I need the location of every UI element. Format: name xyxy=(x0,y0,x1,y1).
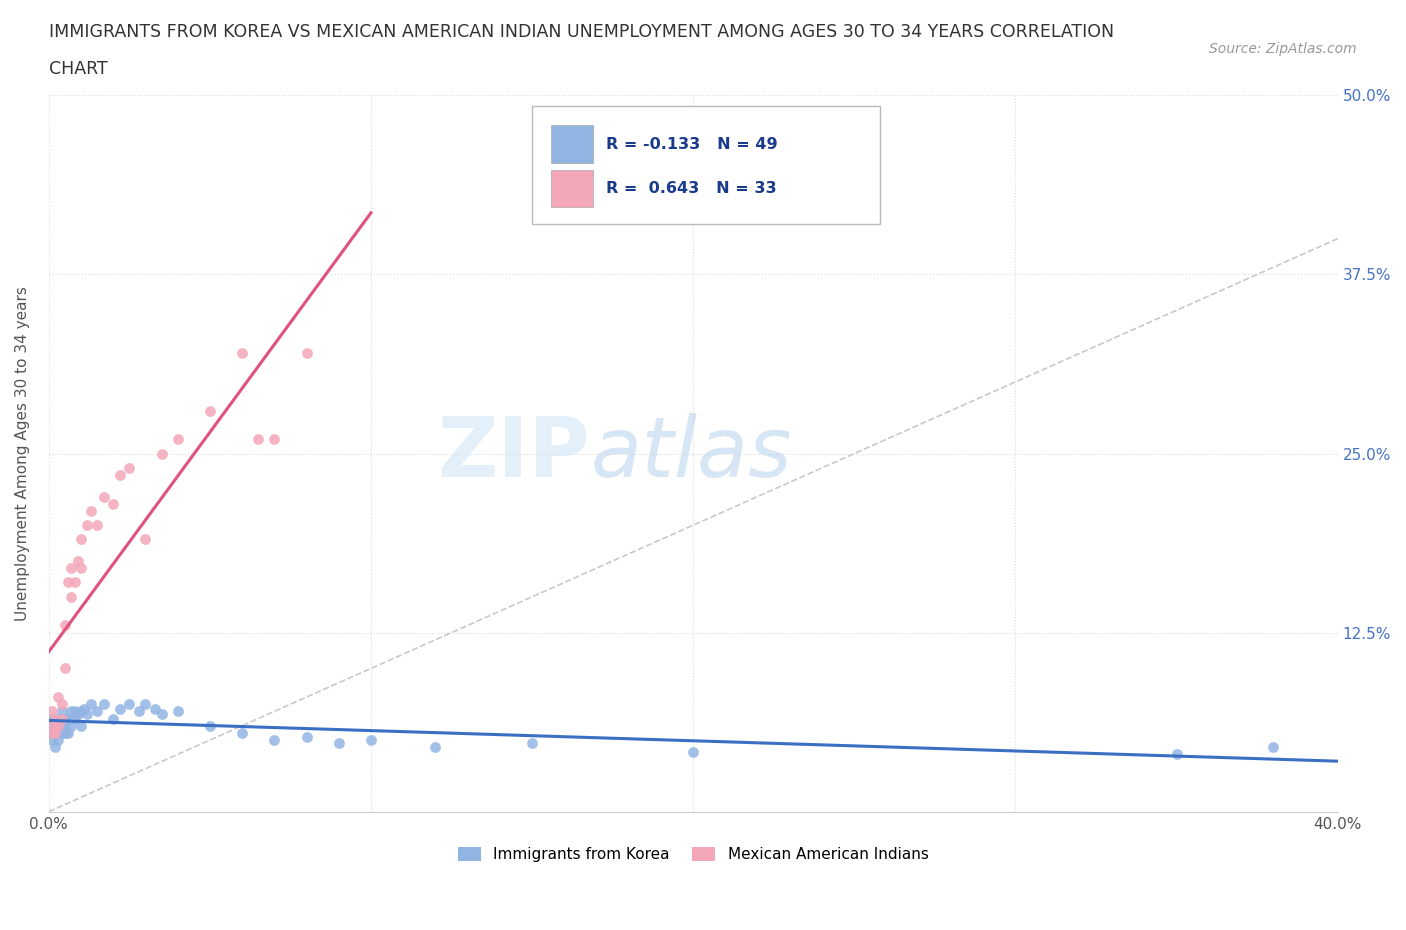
Point xyxy=(66,553,89,568)
Text: R =  0.643   N = 33: R = 0.643 N = 33 xyxy=(606,181,776,196)
Point xyxy=(425,739,447,754)
Point xyxy=(70,704,93,719)
Point xyxy=(66,707,89,722)
Point xyxy=(51,697,73,711)
Point xyxy=(60,590,83,604)
Point xyxy=(118,697,141,711)
Point xyxy=(48,690,70,705)
Point xyxy=(63,704,86,719)
Point xyxy=(103,497,125,512)
Point xyxy=(38,725,60,740)
Point xyxy=(166,704,188,719)
Point xyxy=(118,460,141,475)
Point xyxy=(79,503,101,518)
Point xyxy=(41,704,63,719)
Point xyxy=(41,718,63,733)
Point xyxy=(41,718,63,733)
Point xyxy=(86,704,108,719)
Point xyxy=(48,718,70,733)
Text: R = -0.133   N = 49: R = -0.133 N = 49 xyxy=(606,137,778,152)
FancyBboxPatch shape xyxy=(531,106,880,224)
Point xyxy=(53,618,76,633)
Point xyxy=(44,711,66,726)
Point xyxy=(44,725,66,740)
Point xyxy=(53,661,76,676)
Point xyxy=(103,711,125,726)
Point xyxy=(76,707,98,722)
Point xyxy=(56,575,79,590)
Point xyxy=(56,725,79,740)
Point xyxy=(53,725,76,740)
Text: ZIP: ZIP xyxy=(437,413,591,494)
Y-axis label: Unemployment Among Ages 30 to 34 years: Unemployment Among Ages 30 to 34 years xyxy=(15,286,30,621)
Point xyxy=(51,725,73,740)
Point xyxy=(60,718,83,733)
Point xyxy=(1166,747,1188,762)
Point xyxy=(48,718,70,733)
Point xyxy=(70,561,93,576)
Point xyxy=(231,346,253,361)
Point xyxy=(128,704,150,719)
Point xyxy=(51,704,73,719)
Point xyxy=(295,730,318,745)
Text: CHART: CHART xyxy=(49,60,108,78)
Legend: Immigrants from Korea, Mexican American Indians: Immigrants from Korea, Mexican American … xyxy=(451,842,935,869)
Point xyxy=(108,701,131,716)
Point xyxy=(198,403,221,418)
Point xyxy=(48,733,70,748)
Point xyxy=(150,707,173,722)
Point xyxy=(63,711,86,726)
Point xyxy=(520,736,543,751)
Point xyxy=(48,711,70,726)
Point xyxy=(44,739,66,754)
Point xyxy=(1263,739,1285,754)
FancyBboxPatch shape xyxy=(551,170,593,207)
Point xyxy=(41,733,63,748)
Point xyxy=(360,733,382,748)
Point xyxy=(70,532,93,547)
Point xyxy=(295,346,318,361)
Point xyxy=(51,718,73,733)
Point xyxy=(108,468,131,483)
Point xyxy=(56,711,79,726)
FancyBboxPatch shape xyxy=(551,126,593,163)
Point xyxy=(143,701,166,716)
Point xyxy=(53,711,76,726)
Point xyxy=(328,736,350,751)
Point xyxy=(60,561,83,576)
Point xyxy=(247,432,270,446)
Point xyxy=(44,725,66,740)
Point xyxy=(76,518,98,533)
Point xyxy=(198,718,221,733)
Point xyxy=(44,718,66,733)
Point xyxy=(51,711,73,726)
Point xyxy=(93,697,115,711)
Point xyxy=(70,718,93,733)
Text: atlas: atlas xyxy=(591,413,792,494)
Point xyxy=(60,704,83,719)
Point xyxy=(166,432,188,446)
Text: Source: ZipAtlas.com: Source: ZipAtlas.com xyxy=(1209,42,1357,56)
Point xyxy=(53,718,76,733)
Point xyxy=(150,446,173,461)
Point xyxy=(41,711,63,726)
Point xyxy=(86,518,108,533)
Point xyxy=(263,432,285,446)
Point xyxy=(231,725,253,740)
Point xyxy=(134,532,156,547)
Text: IMMIGRANTS FROM KOREA VS MEXICAN AMERICAN INDIAN UNEMPLOYMENT AMONG AGES 30 TO 3: IMMIGRANTS FROM KOREA VS MEXICAN AMERICA… xyxy=(49,23,1115,41)
Point xyxy=(73,701,96,716)
Point xyxy=(63,575,86,590)
Point xyxy=(682,744,704,759)
Point xyxy=(134,697,156,711)
Point xyxy=(263,733,285,748)
Point xyxy=(93,489,115,504)
Point xyxy=(79,697,101,711)
Point xyxy=(41,725,63,740)
